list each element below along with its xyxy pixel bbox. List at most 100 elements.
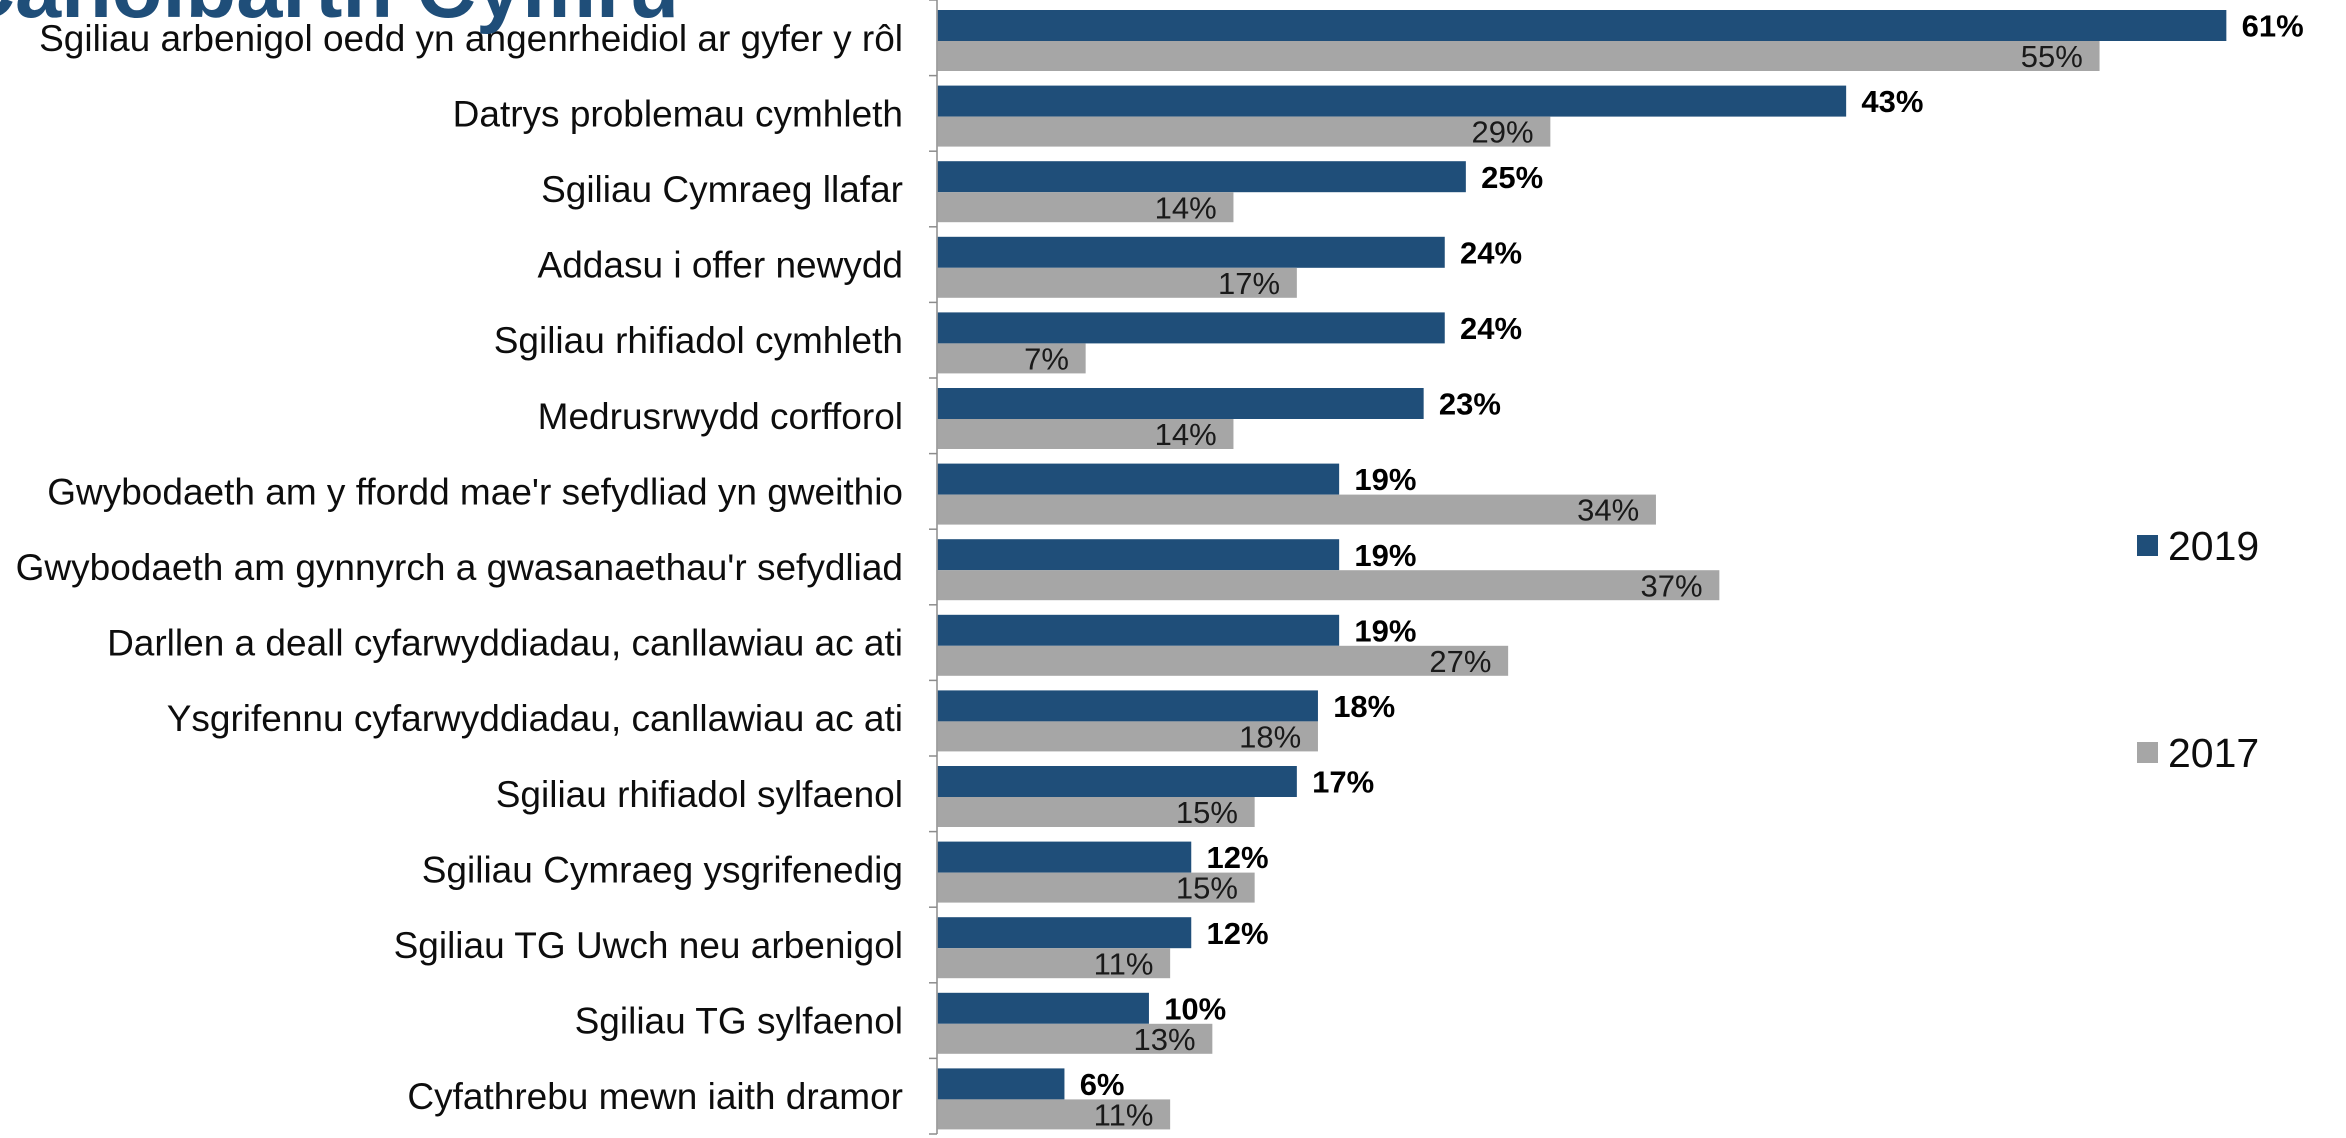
- category-label: Medrusrwydd corfforol: [538, 396, 903, 437]
- bar-2019: [937, 1068, 1065, 1100]
- category-row-05: Sgiliau rhifiadol cymhleth 24% 7%: [494, 311, 1522, 377]
- category-row-02: Datrys problemau cymhleth 43% 29%: [453, 84, 1924, 150]
- bar-2017: [937, 494, 1656, 525]
- category-row-10: Ysgrifennu cyfarwyddiadau, canllawiau ac…: [167, 689, 1396, 755]
- category-row-08: Gwybodaeth am gynnyrch a gwasanaethau'r …: [16, 538, 1720, 603]
- category-row-01: Sgiliau arbenigol oedd yn angenrheidiol …: [39, 9, 2304, 75]
- bar-2017: [937, 570, 1720, 601]
- bar-2017: [937, 948, 1171, 979]
- data-label-2019: 23%: [1439, 387, 1501, 422]
- data-label-2019: 12%: [1207, 916, 1269, 951]
- category-row-11: Sgiliau rhifiadol sylfaenol 17% 15%: [496, 765, 1374, 831]
- bar-2017: [937, 797, 1255, 827]
- category-row-14: Sgiliau TG sylfaenol 10%13%: [575, 991, 1227, 1057]
- category-label: Sgiliau rhifiadol sylfaenol: [496, 774, 903, 815]
- category-row-04: Addasu i offer newydd 24% 17%: [538, 235, 1523, 301]
- data-label-2017: 11%: [1094, 946, 1154, 981]
- data-label-2019: 18%: [1333, 689, 1395, 724]
- bar-2019: [937, 388, 1424, 419]
- legend-item-2019: 2019: [2137, 523, 2259, 569]
- bar-2017: [937, 872, 1255, 903]
- data-label-2019: 19%: [1354, 538, 1416, 573]
- data-label-2019: 19%: [1354, 613, 1416, 648]
- category-label: Sgiliau Cymraeg ysgrifenedig: [422, 849, 903, 890]
- data-label-2017: 13%: [1134, 1022, 1196, 1057]
- category-label: Sgiliau rhifiadol cymhleth: [494, 320, 903, 361]
- data-label-2019: 17%: [1312, 765, 1374, 800]
- bar-2019: [937, 766, 1297, 797]
- category-label: Cyfathrebu mewn iaith dramor: [407, 1076, 903, 1117]
- category-row-07: Gwybodaeth am y ffordd mae'r sefydliad y…: [47, 462, 1656, 528]
- data-label-2017: 29%: [1472, 115, 1534, 150]
- data-label-2017: 27%: [1429, 644, 1491, 679]
- data-label-2019: 12%: [1207, 840, 1269, 875]
- bar-2017: [937, 1023, 1213, 1054]
- legend: 2019 2017: [2137, 523, 2259, 776]
- category-label: Datrys problemau cymhleth: [453, 93, 903, 134]
- data-label-2019: 6%: [1080, 1067, 1125, 1102]
- data-label-2017: 14%: [1155, 190, 1217, 225]
- data-label-2017: 11%: [1094, 1098, 1154, 1133]
- bar-2019: [937, 917, 1192, 949]
- bar-2019: [937, 161, 1466, 193]
- bar-2017: [937, 267, 1297, 298]
- data-label-2017: 55%: [2021, 39, 2083, 74]
- data-label-2017: 14%: [1155, 417, 1217, 452]
- bar-2019: [937, 10, 2227, 41]
- category-label: Sgiliau arbenigol oedd yn angenrheidiol …: [39, 18, 903, 59]
- category-row-15: Cyfathrebu mewn iaith dramor 6%11%: [407, 1067, 1171, 1133]
- category-label: Sgiliau TG Uwch neu arbenigol: [394, 925, 903, 966]
- category-label: Sgiliau Cymraeg llafar: [541, 169, 903, 210]
- data-label-2019: 10%: [1164, 991, 1226, 1026]
- bar-2019: [937, 539, 1340, 571]
- bar-2017: [937, 645, 1509, 676]
- bar-2019: [937, 236, 1445, 268]
- data-label-2017: 15%: [1176, 795, 1238, 830]
- legend-label-2019: 2019: [2168, 523, 2259, 569]
- legend-swatch-2017: [2137, 742, 2158, 763]
- bar-2017: [937, 343, 1086, 374]
- bar-2019: [937, 992, 1149, 1024]
- bar-2019: [937, 463, 1340, 495]
- data-label-2019: 61%: [2242, 9, 2304, 44]
- category-label: Ysgrifennu cyfarwyddiadau, canllawiau ac…: [167, 698, 903, 739]
- category-row-13: Sgiliau TG Uwch neu arbenigol 12% 11%: [394, 916, 1269, 982]
- category-label: Gwybodaeth am gynnyrch a gwasanaethau'r …: [16, 547, 903, 588]
- bar-2019: [937, 312, 1445, 344]
- bar-2019: [937, 690, 1318, 722]
- chart-title: Canolbarth Cymru: [0, 0, 679, 35]
- data-label-2017: 17%: [1218, 266, 1280, 301]
- data-label-2019: 24%: [1460, 311, 1522, 346]
- bar-2017: [937, 419, 1234, 449]
- data-label-2019: 19%: [1354, 462, 1416, 497]
- data-label-2019: 25%: [1481, 160, 1543, 195]
- bar-2019: [937, 85, 1847, 117]
- bar-2017: [937, 116, 1551, 147]
- data-label-2017: 7%: [1024, 342, 1069, 377]
- category-row-06: Medrusrwydd corfforol 23% 14%: [538, 387, 1501, 453]
- bar-2019: [937, 614, 1340, 646]
- category-label: Gwybodaeth am y ffordd mae'r sefydliad y…: [47, 471, 903, 512]
- data-label-2019: 43%: [1861, 84, 1923, 119]
- legend-label-2017: 2017: [2168, 730, 2259, 776]
- data-label-2017: 18%: [1239, 720, 1301, 755]
- legend-item-2017: 2017: [2137, 730, 2259, 776]
- category-row-09: Darllen a deall cyfarwyddiadau, canllawi…: [107, 613, 1509, 679]
- chart-rows: Sgiliau arbenigol oedd yn angenrheidiol …: [16, 0, 2304, 1135]
- data-label-2019: 24%: [1460, 235, 1522, 270]
- bar-2017: [937, 721, 1318, 752]
- bar-2017: [937, 41, 2100, 71]
- legend-swatch-2019: [2137, 535, 2158, 556]
- category-label: Sgiliau TG sylfaenol: [575, 1001, 903, 1042]
- bar-2017: [937, 192, 1234, 223]
- category-row-03: Sgiliau Cymraeg llafar 25% 14%: [541, 160, 1543, 226]
- category-row-12: Sgiliau Cymraeg ysgrifenedig 12%15%: [422, 840, 1269, 906]
- bar-2019: [937, 841, 1192, 873]
- data-label-2017: 15%: [1176, 871, 1238, 906]
- bar-2017: [937, 1099, 1171, 1130]
- category-label: Darllen a deall cyfarwyddiadau, canllawi…: [107, 623, 903, 664]
- data-label-2017: 37%: [1641, 568, 1703, 603]
- data-label-2017: 34%: [1577, 493, 1639, 528]
